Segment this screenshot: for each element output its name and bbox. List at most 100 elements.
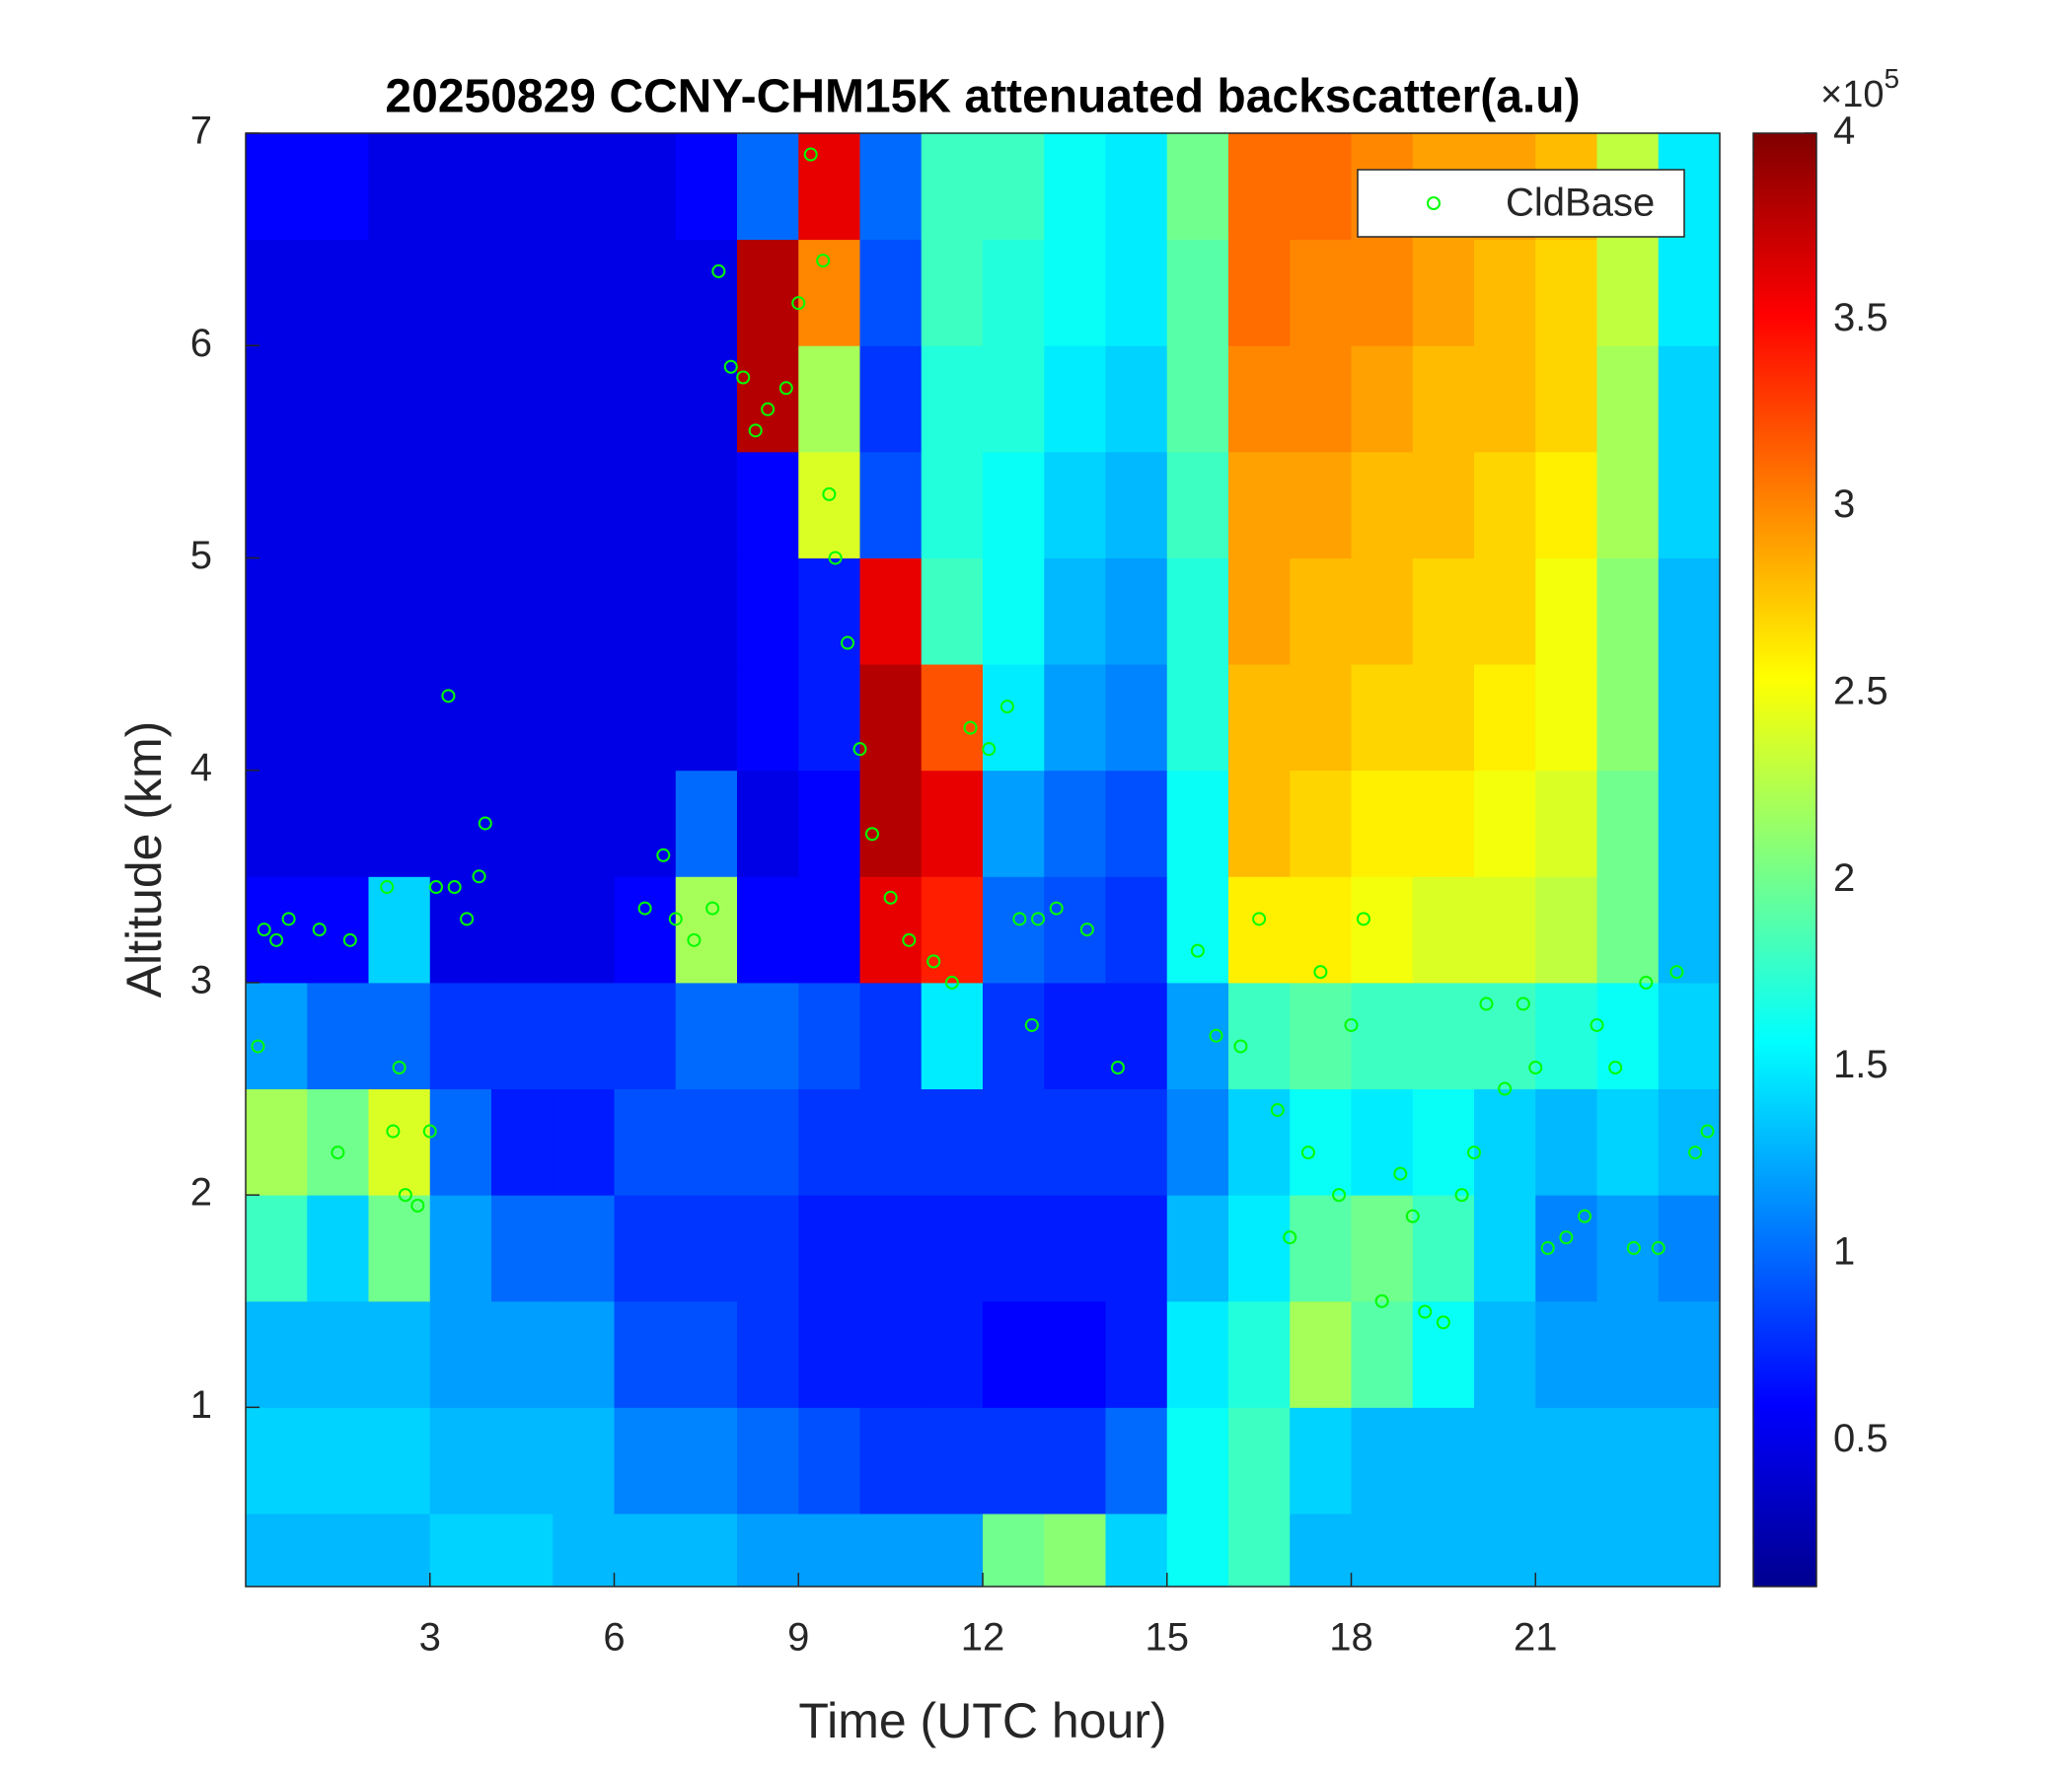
heat-cell [921,1407,984,1515]
heat-cell [307,345,369,453]
heat-cell [368,133,431,241]
heat-cell [859,1407,923,1515]
heat-cell [737,1195,799,1302]
heat-cell [553,451,615,558]
heat-cell [368,1407,431,1515]
cloud-base-point [1479,997,1494,1011]
cloud-base-point [1344,1017,1359,1032]
heat-cell [1412,239,1475,346]
heat-cell [1166,876,1229,984]
cloud-base-point [1332,1188,1347,1203]
heat-cell [1412,1195,1475,1302]
heat-cell [368,345,431,453]
heat-cell [429,664,492,772]
heat-cell [1228,451,1291,558]
heat-cell [1105,664,1168,772]
heat-cell [921,1195,984,1302]
heat-cell [1228,345,1291,453]
heat-cell [368,770,431,877]
cloud-base-point [1049,901,1064,916]
cloud-base-point [1516,997,1530,1011]
cloud-base-point [736,370,751,385]
heat-cell [491,982,554,1090]
heat-cell [614,239,677,346]
cloud-base-point [478,816,492,831]
y-tick-label: 7 [190,110,212,153]
heat-cell [1535,664,1597,772]
heat-cell [737,239,799,346]
heat-cell [1535,1300,1597,1408]
cloud-base-point [761,402,776,416]
x-axis-label: Time (UTC hour) [798,1693,1166,1748]
heat-cell [1105,345,1168,453]
colorbar-tick-label: 2.5 [1833,670,1888,713]
heat-cell [1412,345,1475,453]
heat-cell [307,239,369,346]
heat-cell [614,876,677,984]
heat-cell [1596,1407,1660,1515]
heat-cell [1535,1088,1597,1196]
heat-cell [983,1300,1045,1408]
heat-cell [1658,1300,1720,1408]
heat-cell [1290,770,1352,877]
heat-cell [1228,1300,1291,1408]
heat-cell [614,1513,677,1587]
heat-cell [983,1513,1045,1587]
cloud-base-point [1498,1081,1513,1096]
cloud-base-point [1270,1103,1285,1118]
heat-cell [1166,1195,1229,1302]
heat-cell [1535,1513,1597,1587]
legend-marker [1427,196,1441,210]
heat-cell [1474,345,1536,453]
cloud-base-point [1190,943,1205,958]
heat-cell [675,239,738,346]
cloud-base-point [1252,912,1267,926]
heat-cell [1290,1513,1352,1587]
heat-cell [1351,876,1414,984]
heat-cell [307,664,369,772]
cloud-base-point [656,848,671,862]
cloud-base-point [841,635,855,650]
heat-cell [1351,345,1414,453]
heat-cell [1228,876,1291,984]
heat-cell [1658,770,1720,877]
heat-cell [1044,239,1106,346]
y-tick-label: 5 [190,534,212,577]
heat-cell [1105,876,1168,984]
heat-cell [859,876,923,984]
heat-cell [921,770,984,877]
heat-cell [921,1088,984,1196]
heat-cell [1596,664,1660,772]
heat-cell [1412,1513,1475,1587]
heat-cell [921,557,984,665]
heat-cell [983,982,1045,1090]
heat-cell [368,664,431,772]
heat-cell [921,451,984,558]
cloud-base-point [1283,1230,1297,1245]
heat-cell [1044,1513,1106,1587]
heat-cell [1474,982,1536,1090]
heat-cell [1596,1300,1660,1408]
heat-cell [921,876,984,984]
heat-cell [1658,664,1720,772]
heat-cell [246,1195,308,1302]
heat-cell [1166,557,1229,665]
heat-cell [491,451,554,558]
cloud-base-point [392,1060,407,1074]
heat-cell [1044,876,1106,984]
heat-cell [1535,876,1597,984]
cloud-base-point [748,423,763,438]
cloud-base-point [460,912,475,926]
cloud-base-point [472,869,486,884]
cloud-base-point [999,700,1014,714]
heat-cell [429,1407,492,1515]
colorbar-tick-label: 3.5 [1833,296,1888,339]
heat-cell [246,345,308,453]
heat-cell [491,1407,554,1515]
chart-title: 20250829 CCNY-CHM15K attenuated backscat… [385,71,1580,123]
heat-cell [1105,1513,1168,1587]
heat-cell [491,1088,554,1196]
heat-cell [429,1300,492,1408]
x-tick-label: 6 [603,1616,625,1660]
cloud-base-point [1700,1124,1715,1139]
